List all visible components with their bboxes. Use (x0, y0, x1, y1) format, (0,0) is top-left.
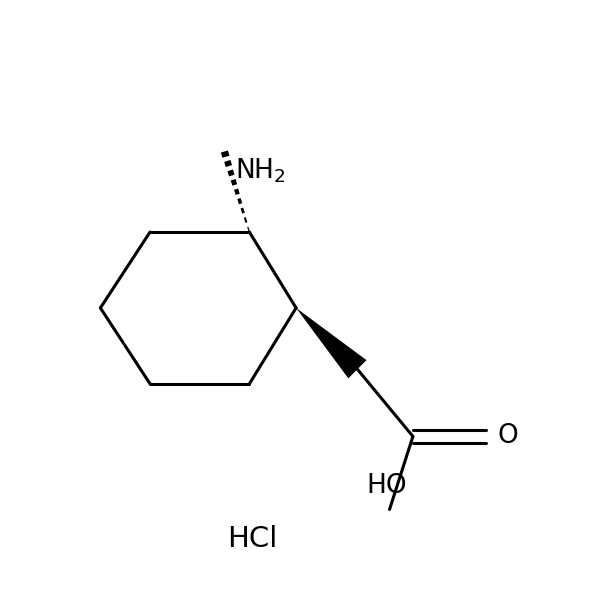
Polygon shape (296, 308, 367, 378)
Text: HCl: HCl (227, 525, 277, 553)
Text: HO: HO (367, 473, 407, 499)
Text: NH$_2$: NH$_2$ (235, 156, 286, 185)
Text: O: O (498, 423, 518, 450)
